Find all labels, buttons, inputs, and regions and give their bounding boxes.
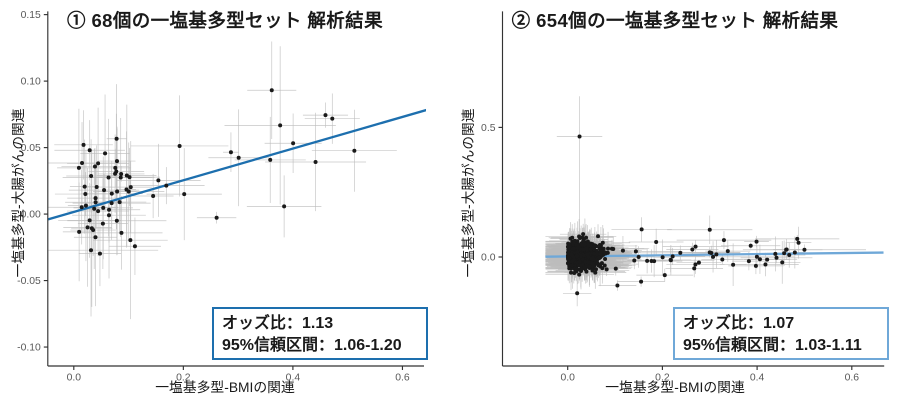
svg-text:0.0: 0.0 <box>481 252 496 263</box>
svg-text:0.5: 0.5 <box>481 123 496 134</box>
svg-text:-0.10: -0.10 <box>17 342 41 353</box>
